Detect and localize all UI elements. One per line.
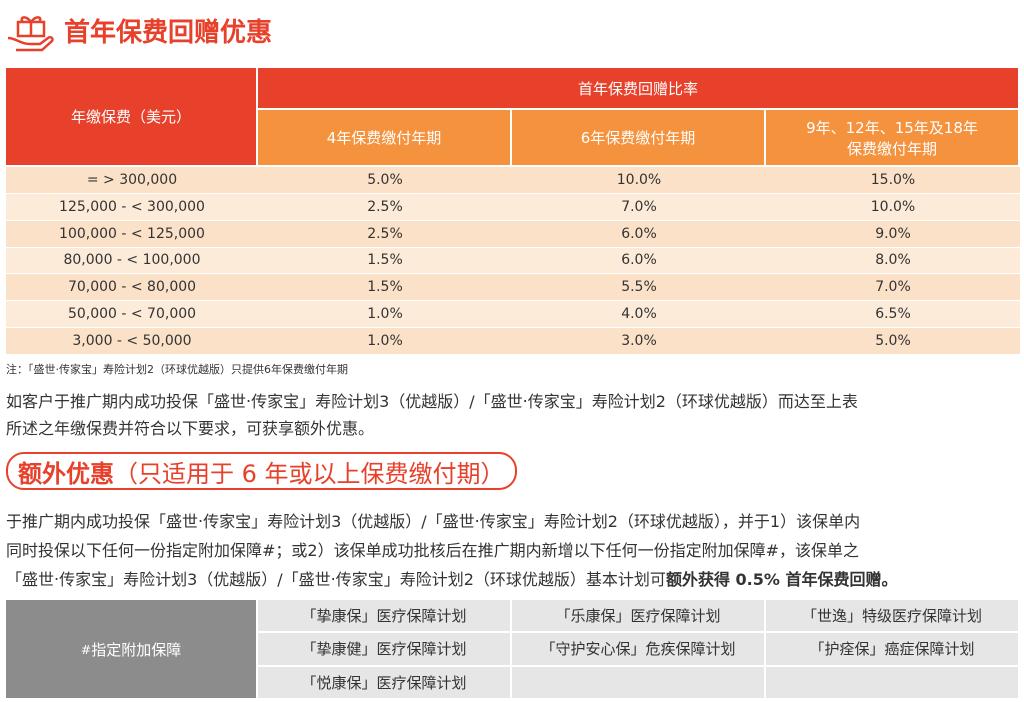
plan-cell: 「乐康保」医疗保障计划 (512, 600, 766, 634)
title: 首年保费回赠优惠 (64, 18, 273, 48)
intro-line: 所述之年缴保费并符合以下要求，可获享额外优惠。 (6, 419, 375, 438)
rate-cell: 6.0% (512, 220, 766, 248)
rate-cell: 10.0% (766, 193, 1020, 221)
plan-cell: 「挚康健」医疗保障计划 (258, 633, 512, 667)
plan-cell (766, 666, 1020, 700)
column-header: 4年保费缴付年期 (258, 110, 512, 167)
rate-cell: 1.5% (258, 274, 512, 302)
rate-cell: 6.0% (512, 247, 766, 275)
premium-cell: 100,000 - < 125,000 (6, 220, 258, 248)
extra-bold: 额外获得 0.5% 首年保费回赠。 (665, 570, 898, 589)
rate-cell: 1.5% (258, 247, 512, 275)
plan-cell (512, 666, 766, 700)
rate-cell: 4.0% (512, 301, 766, 329)
premium-cell: 3,000 - < 50,000 (6, 328, 258, 355)
extra-line: 同时投保以下任何一份指定附加保障#；或2）该保单成功批核后在推广期内新增以下任何… (6, 541, 859, 560)
rate-cell: 6.5% (766, 301, 1020, 329)
rate-cell: 7.0% (766, 274, 1020, 302)
rate-cell: 2.5% (258, 220, 512, 248)
plan-cell: 「守护安心保」危疾保障计划 (512, 633, 766, 667)
plan-cell: 「挚康保」医疗保障计划 (258, 600, 512, 634)
rate-cell: 10.0% (512, 167, 766, 194)
extra-heading-box: 额外优惠 （只适用于 6 年或以上保费缴付期） (6, 452, 517, 490)
rate-cell: 5.5% (512, 274, 766, 302)
rate-cell: 15.0% (766, 167, 1020, 194)
column-header: 9年、12年、15年及18年 保费缴付年期 (766, 110, 1020, 167)
rate-cell: 1.0% (258, 328, 512, 355)
row-header: 年缴保费（美元） (6, 68, 258, 167)
column-header: 6年保费缴付年期 (512, 110, 766, 167)
rate-cell: 1.0% (258, 301, 512, 329)
addon-label-cell: # 指定附加保障 (6, 600, 258, 700)
extra-line: 「盛世‧传家宝」寿险计划3（优越版）/「盛世‧传家宝」寿险计划2（环球优越版）基… (6, 566, 897, 590)
plan-cell: 「悦康保」医疗保障计划 (258, 666, 512, 700)
plan-cell: 「世逸」特级医疗保障计划 (766, 600, 1020, 634)
rate-cell: 8.0% (766, 247, 1020, 275)
rate-cell: 2.5% (258, 193, 512, 221)
gift-icon (7, 16, 54, 52)
rate-cell: 7.0% (512, 193, 766, 221)
rate-cell: 5.0% (258, 167, 512, 194)
premium-cell: 70,000 - < 80,000 (6, 274, 258, 302)
addon-label: 指定附加保障 (91, 640, 182, 659)
extra-line: 于推广期内成功投保「盛世‧传家宝」寿险计划3（优越版）/「盛世‧传家宝」寿险计划… (6, 512, 861, 531)
addon-marker: # (80, 641, 92, 657)
premium-cell: 80,000 - < 100,000 (6, 247, 258, 275)
extra-subheading: （只适用于 6 年或以上保费缴付期） (114, 459, 505, 488)
rate-cell: 9.0% (766, 220, 1020, 248)
rate-cell: 5.0% (766, 328, 1020, 355)
premium-cell: = > 300,000 (6, 167, 258, 194)
extra-heading: 额外优惠 (18, 459, 114, 488)
intro-line: 如客户于推广期内成功投保「盛世‧传家宝」寿险计划3（优越版）/「盛世‧传家宝」寿… (6, 392, 858, 411)
rate-cell: 3.0% (512, 328, 766, 355)
extra-text: 「盛世‧传家宝」寿险计划3（优越版）/「盛世‧传家宝」寿险计划2（环球优越版）基… (6, 570, 666, 589)
note: 注：「盛世‧传家宝」寿险计划2（环球优越版）只提供6年保费缴付年期 (6, 363, 348, 376)
group-header: 首年保费回赠比率 (258, 68, 1020, 110)
premium-cell: 125,000 - < 300,000 (6, 193, 258, 221)
plan-cell: 「护痊保」癌症保障计划 (766, 633, 1020, 667)
premium-cell: 50,000 - < 70,000 (6, 301, 258, 329)
